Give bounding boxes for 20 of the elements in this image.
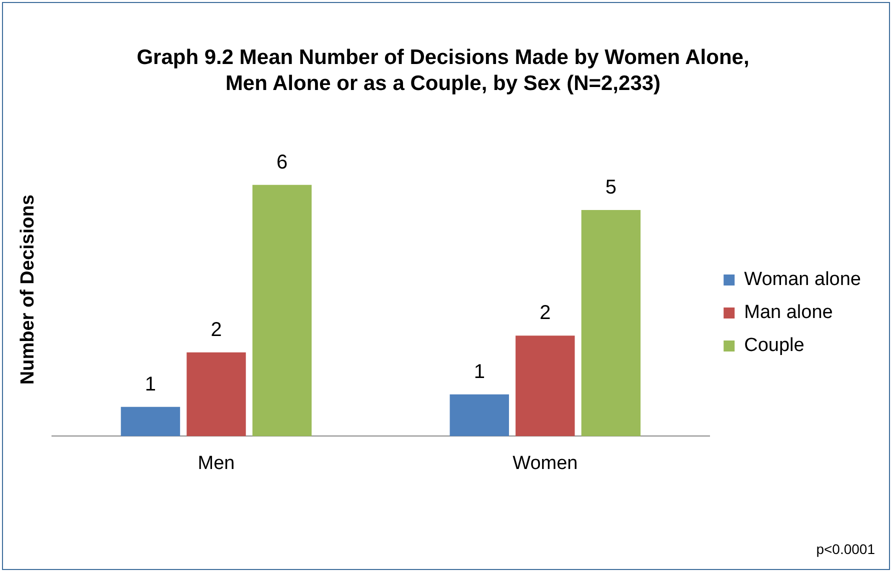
legend-label: Woman alone (744, 269, 862, 290)
x-tick-label: Men (198, 452, 235, 474)
chart-title: Graph 9.2 Mean Number of Decisions Made by Women Alone, Men Alone or as a Couple, by Sex (N=2,233) (136, 45, 750, 97)
data-label: 2 (540, 302, 551, 324)
text: p<0.0001 (816, 541, 875, 557)
data-label: 1 (474, 360, 485, 383)
bar (186, 352, 246, 436)
bar (516, 336, 575, 436)
legend-label: Couple (744, 335, 804, 356)
data-label: 2 (210, 318, 222, 341)
data-label: 6 (276, 151, 288, 174)
y-axis-title: Number of Decisions (18, 194, 39, 385)
data-label: 1 (144, 373, 156, 396)
bar (581, 210, 641, 436)
bar (252, 184, 312, 436)
data-label: 5 (605, 176, 617, 199)
bar (120, 406, 180, 436)
x-tick-label: Women (512, 452, 578, 474)
legend-label: Man alone (744, 302, 833, 324)
bar (450, 394, 509, 436)
